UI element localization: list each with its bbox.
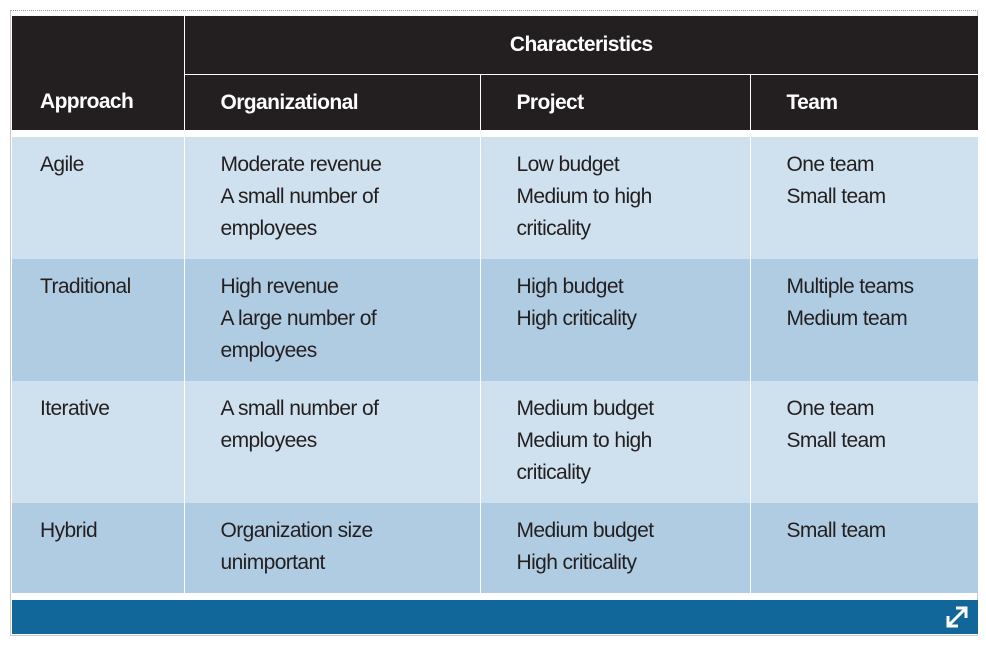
approach-cell: Iterative xyxy=(12,381,184,503)
approach-cell: Traditional xyxy=(12,259,184,381)
team-cell: Multiple teams Medium team xyxy=(749,259,978,381)
approach-characteristics-table: Characteristics Approach Organizational … xyxy=(12,16,978,593)
project-cell: Low budget Medium to high criticality xyxy=(479,137,750,259)
column-header-organizational: Organizational xyxy=(183,74,480,130)
cell-line: Organization size xyxy=(220,519,374,542)
cell-line: criticality xyxy=(516,217,592,240)
cell-line: Medium to high xyxy=(516,185,653,208)
group-header-characteristics: Characteristics xyxy=(183,16,978,75)
organizational-cell: A small number of employees xyxy=(183,381,480,503)
cell-line: employees xyxy=(220,339,318,362)
project-cell: Medium budget High criticality xyxy=(479,503,750,593)
cell-line: High revenue xyxy=(220,275,339,298)
cell-line: One team xyxy=(786,397,875,420)
cell-line: A small number of xyxy=(220,185,379,208)
cell-line: A large number of xyxy=(220,307,377,330)
cell-line: Small team xyxy=(786,519,887,542)
cell-line: Multiple teams xyxy=(786,275,915,298)
cell-line: Small team xyxy=(786,429,887,452)
cell-line: Medium team xyxy=(786,307,908,330)
column-header-project: Project xyxy=(479,74,750,130)
cell-line: Medium to high xyxy=(516,429,653,452)
cell-line: Small team xyxy=(786,185,887,208)
table-row: Iterative A small number of employees Me… xyxy=(12,381,978,503)
organizational-cell: High revenue A large number of employees xyxy=(183,259,480,381)
organizational-cell: Moderate revenue A small number of emplo… xyxy=(183,137,480,259)
cell-line: criticality xyxy=(516,461,592,484)
expand-icon[interactable] xyxy=(944,604,970,630)
cell-line: High criticality xyxy=(516,307,638,330)
cell-line: One team xyxy=(786,153,875,176)
table-row: Traditional High revenue A large number … xyxy=(12,259,978,381)
column-header-approach: Approach xyxy=(12,74,184,130)
cell-line: High budget xyxy=(516,275,624,298)
cell-line: A small number of xyxy=(220,397,379,420)
project-cell: Medium budget Medium to high criticality xyxy=(479,381,750,503)
team-cell: Small team xyxy=(749,503,978,593)
approach-cell: Hybrid xyxy=(12,503,184,593)
cell-line: employees xyxy=(220,429,318,452)
cell-line: Medium budget xyxy=(516,397,655,420)
approach-cell: Agile xyxy=(12,137,184,259)
column-header-team: Team xyxy=(749,74,978,130)
cell-line: Medium budget xyxy=(516,519,655,542)
footer-bar xyxy=(12,600,978,634)
project-cell: High budget High criticality xyxy=(479,259,750,381)
table-row: Hybrid Organization size unimportant Med… xyxy=(12,503,978,593)
cell-line: High criticality xyxy=(516,551,638,574)
team-cell: One team Small team xyxy=(749,137,978,259)
header-corner xyxy=(12,16,184,75)
organizational-cell: Organization size unimportant xyxy=(183,503,480,593)
table-row: Agile Moderate revenue A small number of… xyxy=(12,137,978,259)
cell-line: employees xyxy=(220,217,318,240)
cell-line: unimportant xyxy=(220,551,326,574)
cell-line: Low budget xyxy=(516,153,620,176)
cell-line: Moderate revenue xyxy=(220,153,382,176)
team-cell: One team Small team xyxy=(749,381,978,503)
